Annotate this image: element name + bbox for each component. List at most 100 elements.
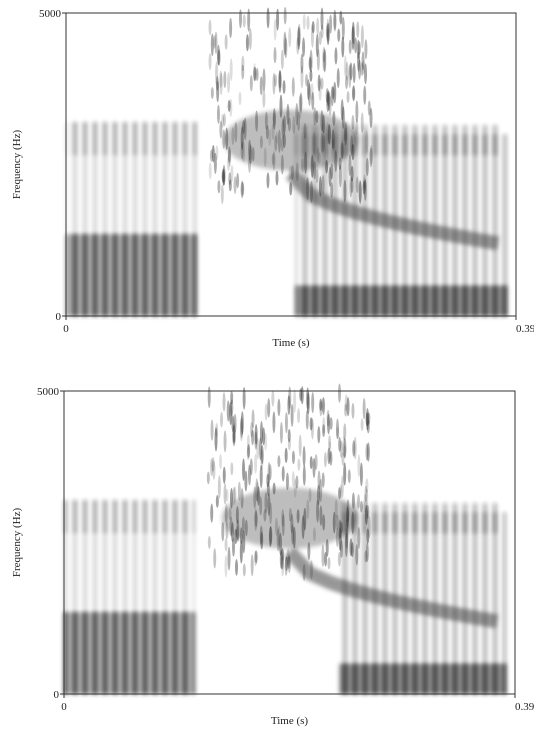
formant-transition <box>284 546 499 629</box>
noise <box>309 417 313 431</box>
noise <box>311 21 315 34</box>
noise <box>221 113 225 128</box>
noise <box>271 390 275 407</box>
noise <box>266 7 270 29</box>
noise <box>353 436 357 460</box>
noise <box>302 37 306 57</box>
noise <box>208 53 212 71</box>
noise <box>342 435 346 458</box>
noise <box>230 399 234 417</box>
noise <box>259 437 263 461</box>
noise <box>326 22 330 46</box>
noise <box>351 26 355 51</box>
noise <box>279 422 283 444</box>
noise <box>359 462 363 487</box>
noise <box>367 412 371 425</box>
noise <box>231 415 235 433</box>
noise <box>219 454 223 470</box>
noise <box>297 26 301 50</box>
noise <box>291 471 295 487</box>
noise <box>287 438 291 451</box>
noise <box>352 63 356 84</box>
noise <box>241 181 245 196</box>
noise <box>318 77 322 102</box>
noise <box>262 88 266 108</box>
noise <box>299 92 303 114</box>
noise <box>228 172 232 185</box>
noise <box>331 86 335 100</box>
noise <box>241 64 245 80</box>
noise <box>268 464 272 481</box>
noise <box>240 416 244 438</box>
x-tick-label: 0 <box>61 701 67 713</box>
noise <box>281 548 285 561</box>
noise <box>277 398 281 417</box>
noise <box>327 413 331 435</box>
noise <box>326 18 330 41</box>
voicing-band <box>66 122 197 156</box>
noise <box>300 386 304 405</box>
formant-shade <box>64 612 195 694</box>
noise <box>320 24 324 39</box>
noise <box>321 397 325 413</box>
noise <box>226 156 230 172</box>
noise <box>259 420 263 445</box>
noise <box>357 41 361 55</box>
noise <box>213 35 217 49</box>
y-tick-label: 0 <box>54 689 60 701</box>
noise <box>288 386 292 410</box>
noise <box>238 9 242 29</box>
noise <box>250 421 254 438</box>
noise <box>276 8 280 31</box>
noise <box>338 487 342 500</box>
noise <box>228 179 232 192</box>
noise <box>284 556 288 576</box>
noise <box>213 548 217 569</box>
y-axis-label: Frequency (Hz) <box>11 508 23 578</box>
noise <box>348 64 352 88</box>
plot-frame <box>65 12 517 317</box>
noise <box>227 99 231 112</box>
noise <box>363 85 367 105</box>
noise <box>302 446 306 467</box>
noise <box>356 21 360 38</box>
noise <box>290 403 294 427</box>
noise <box>222 466 226 484</box>
noise <box>311 392 315 414</box>
noise <box>233 413 237 433</box>
noise <box>366 420 370 434</box>
noise <box>223 430 227 453</box>
noise <box>346 397 350 417</box>
noise <box>262 427 266 446</box>
x-axis-label: Time (s) <box>271 715 309 727</box>
noise <box>227 546 231 571</box>
noise <box>281 556 285 577</box>
noise <box>343 55 347 77</box>
noise <box>254 431 258 450</box>
noise <box>343 438 347 459</box>
noise <box>302 465 306 486</box>
noise <box>266 473 270 488</box>
noise <box>323 452 327 468</box>
noise <box>213 152 217 174</box>
noise <box>206 471 210 485</box>
noise <box>242 387 246 410</box>
y-tick-label: 5000 <box>37 386 60 398</box>
noise <box>351 86 355 101</box>
voicing-band <box>295 125 498 156</box>
spectrogram-image <box>66 7 507 316</box>
noise <box>256 438 260 460</box>
noise <box>343 423 347 441</box>
noise <box>310 82 314 101</box>
noise <box>324 551 328 567</box>
noise <box>253 66 257 82</box>
noise <box>330 86 334 107</box>
noise <box>247 8 251 32</box>
noise <box>208 19 212 36</box>
noise <box>254 550 258 564</box>
noise <box>247 444 251 458</box>
noise <box>340 475 344 498</box>
noise <box>216 44 220 66</box>
noise <box>240 180 244 199</box>
